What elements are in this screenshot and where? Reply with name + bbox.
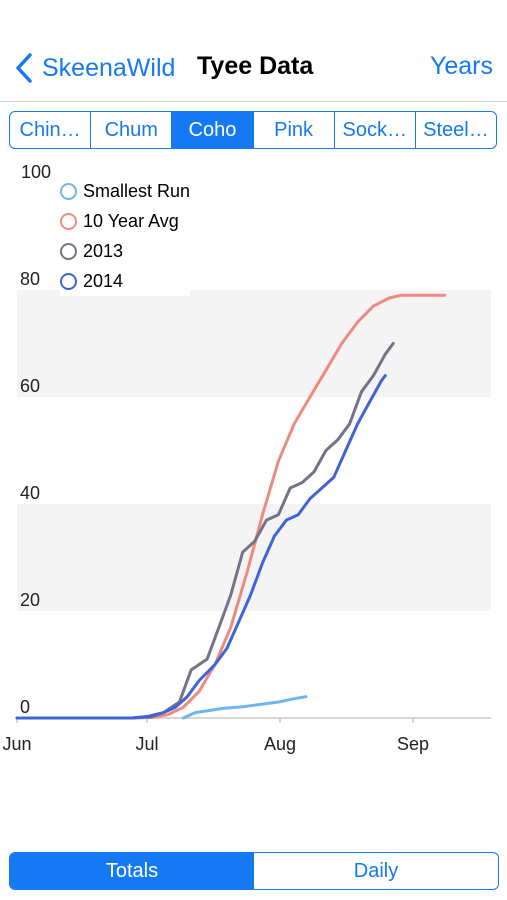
chart-legend: Smallest Run 10 Year Avg 2013 2014	[60, 176, 191, 296]
y-tick-label: 0	[20, 697, 30, 717]
y-tick-label: 100	[21, 162, 51, 182]
species-segmented-control: Chin… Chum Coho Pink Sock… Steel…	[9, 111, 497, 149]
series-line-2013	[15, 342, 395, 720]
legend-circle-icon	[60, 212, 77, 230]
y-tick-label: 40	[20, 483, 40, 503]
y-tick-label: 20	[20, 590, 40, 610]
years-button[interactable]: Years	[429, 52, 493, 80]
back-label: SkeenaWild	[42, 53, 176, 82]
chevron-left-icon	[16, 53, 32, 83]
tab-sockeye[interactable]: Sock…	[333, 112, 415, 148]
y-tick-label: 60	[20, 376, 40, 396]
x-tick-label: Jul	[135, 734, 158, 754]
series-line-10-year-avg	[15, 293, 447, 720]
grid-band	[17, 504, 491, 611]
series-line-2014	[15, 374, 387, 720]
x-tick-label: Aug	[264, 734, 296, 754]
totals-tab[interactable]: Totals	[10, 853, 254, 889]
grid-band	[17, 290, 491, 397]
back-button[interactable]: SkeenaWild	[12, 52, 175, 84]
legend-item-smallest-run[interactable]: Smallest Run	[60, 176, 190, 206]
series-line-smallest-run	[181, 695, 308, 720]
tab-coho[interactable]: Coho	[171, 112, 253, 148]
legend-label: Smallest Run	[83, 180, 191, 201]
legend-label: 2014	[83, 270, 124, 291]
tab-steelhead[interactable]: Steel…	[414, 112, 496, 148]
legend-item-2013[interactable]: 2013	[60, 236, 190, 266]
legend-circle-icon	[60, 182, 77, 200]
navigation-bar: SkeenaWild Tyee Data Years	[0, 38, 507, 100]
page-title: Tyee Data	[197, 52, 314, 80]
legend-label: 2013	[83, 240, 124, 261]
legend-circle-icon	[60, 242, 77, 260]
tab-chinook[interactable]: Chin…	[19, 118, 81, 141]
daily-tab[interactable]: Daily	[353, 859, 399, 882]
run-timing-chart: 0 20 40 60 80 100 Jun Jul Aug Sep	[2, 162, 491, 754]
view-mode-segmented-control: Totals Daily	[9, 852, 499, 890]
x-tick-label: Jun	[2, 734, 31, 754]
tab-pink[interactable]: Pink	[252, 112, 334, 148]
y-tick-label: 80	[20, 269, 40, 289]
tab-chum[interactable]: Chum	[90, 112, 171, 148]
legend-item-2014[interactable]: 2014	[60, 266, 190, 296]
legend-item-10-year-avg[interactable]: 10 Year Avg	[60, 206, 190, 236]
legend-label: 10 Year Avg	[83, 210, 179, 231]
legend-circle-icon	[60, 272, 77, 290]
nav-divider	[0, 101, 507, 102]
x-tick-label: Sep	[397, 734, 429, 754]
